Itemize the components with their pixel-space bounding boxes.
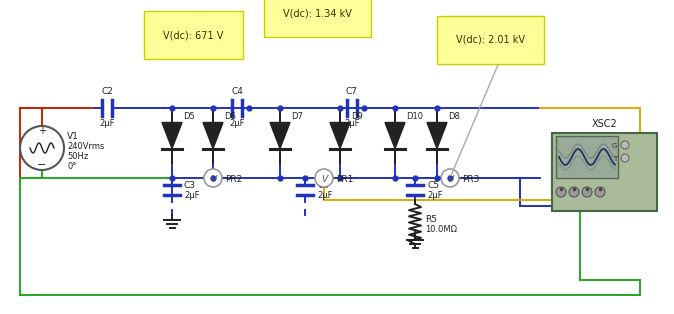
Polygon shape [427,122,447,149]
Polygon shape [203,122,223,149]
Text: C6: C6 [317,181,329,190]
Text: C5: C5 [427,181,439,190]
Text: C7: C7 [346,87,358,96]
Text: −: − [37,160,47,170]
Text: C3: C3 [184,181,196,190]
Polygon shape [385,122,405,149]
Text: G: G [611,143,617,149]
Circle shape [20,126,64,170]
Text: V(dc): 671 V: V(dc): 671 V [163,30,223,40]
Text: V: V [447,175,453,183]
Bar [552,133,657,211]
Text: V: V [210,175,216,183]
Text: D7: D7 [291,112,303,121]
Polygon shape [270,122,290,149]
Bar [556,136,618,178]
Text: PR2: PR2 [225,175,242,183]
Text: V(dc): 1.34 kV: V(dc): 1.34 kV [283,8,352,18]
Text: +: + [38,126,46,136]
Circle shape [556,187,566,197]
Circle shape [595,187,605,197]
Text: T: T [613,156,617,162]
Text: 2μF: 2μF [229,119,245,128]
Text: 50Hz: 50Hz [67,152,88,161]
Polygon shape [162,122,182,149]
Text: D6: D6 [224,112,236,121]
Circle shape [315,169,333,187]
Text: R5: R5 [425,214,437,224]
Text: 2μF: 2μF [99,119,115,128]
Text: D8: D8 [448,112,460,121]
Text: D9: D9 [351,112,363,121]
Text: PR3: PR3 [462,175,479,183]
Text: C4: C4 [231,87,243,96]
Circle shape [621,141,629,149]
Text: 2μF: 2μF [344,119,360,128]
Text: V1: V1 [67,132,79,141]
Circle shape [621,154,629,162]
Circle shape [582,187,592,197]
Circle shape [441,169,459,187]
Text: XSC2: XSC2 [592,119,617,129]
Text: V: V [321,175,327,183]
Polygon shape [330,122,350,149]
Text: 0°: 0° [67,162,76,171]
Text: D10: D10 [406,112,423,121]
Text: 2μF: 2μF [317,191,332,199]
Text: 10.0MΩ: 10.0MΩ [425,225,457,234]
Text: 2μF: 2μF [184,191,200,199]
Circle shape [569,187,579,197]
Text: PR1: PR1 [336,175,353,183]
Text: 240Vrms: 240Vrms [67,142,104,151]
Text: C2: C2 [101,87,113,96]
Text: D5: D5 [183,112,195,121]
Text: V(dc): 2.01 kV: V(dc): 2.01 kV [456,35,525,45]
Text: 2μF: 2μF [427,191,443,199]
Circle shape [204,169,222,187]
